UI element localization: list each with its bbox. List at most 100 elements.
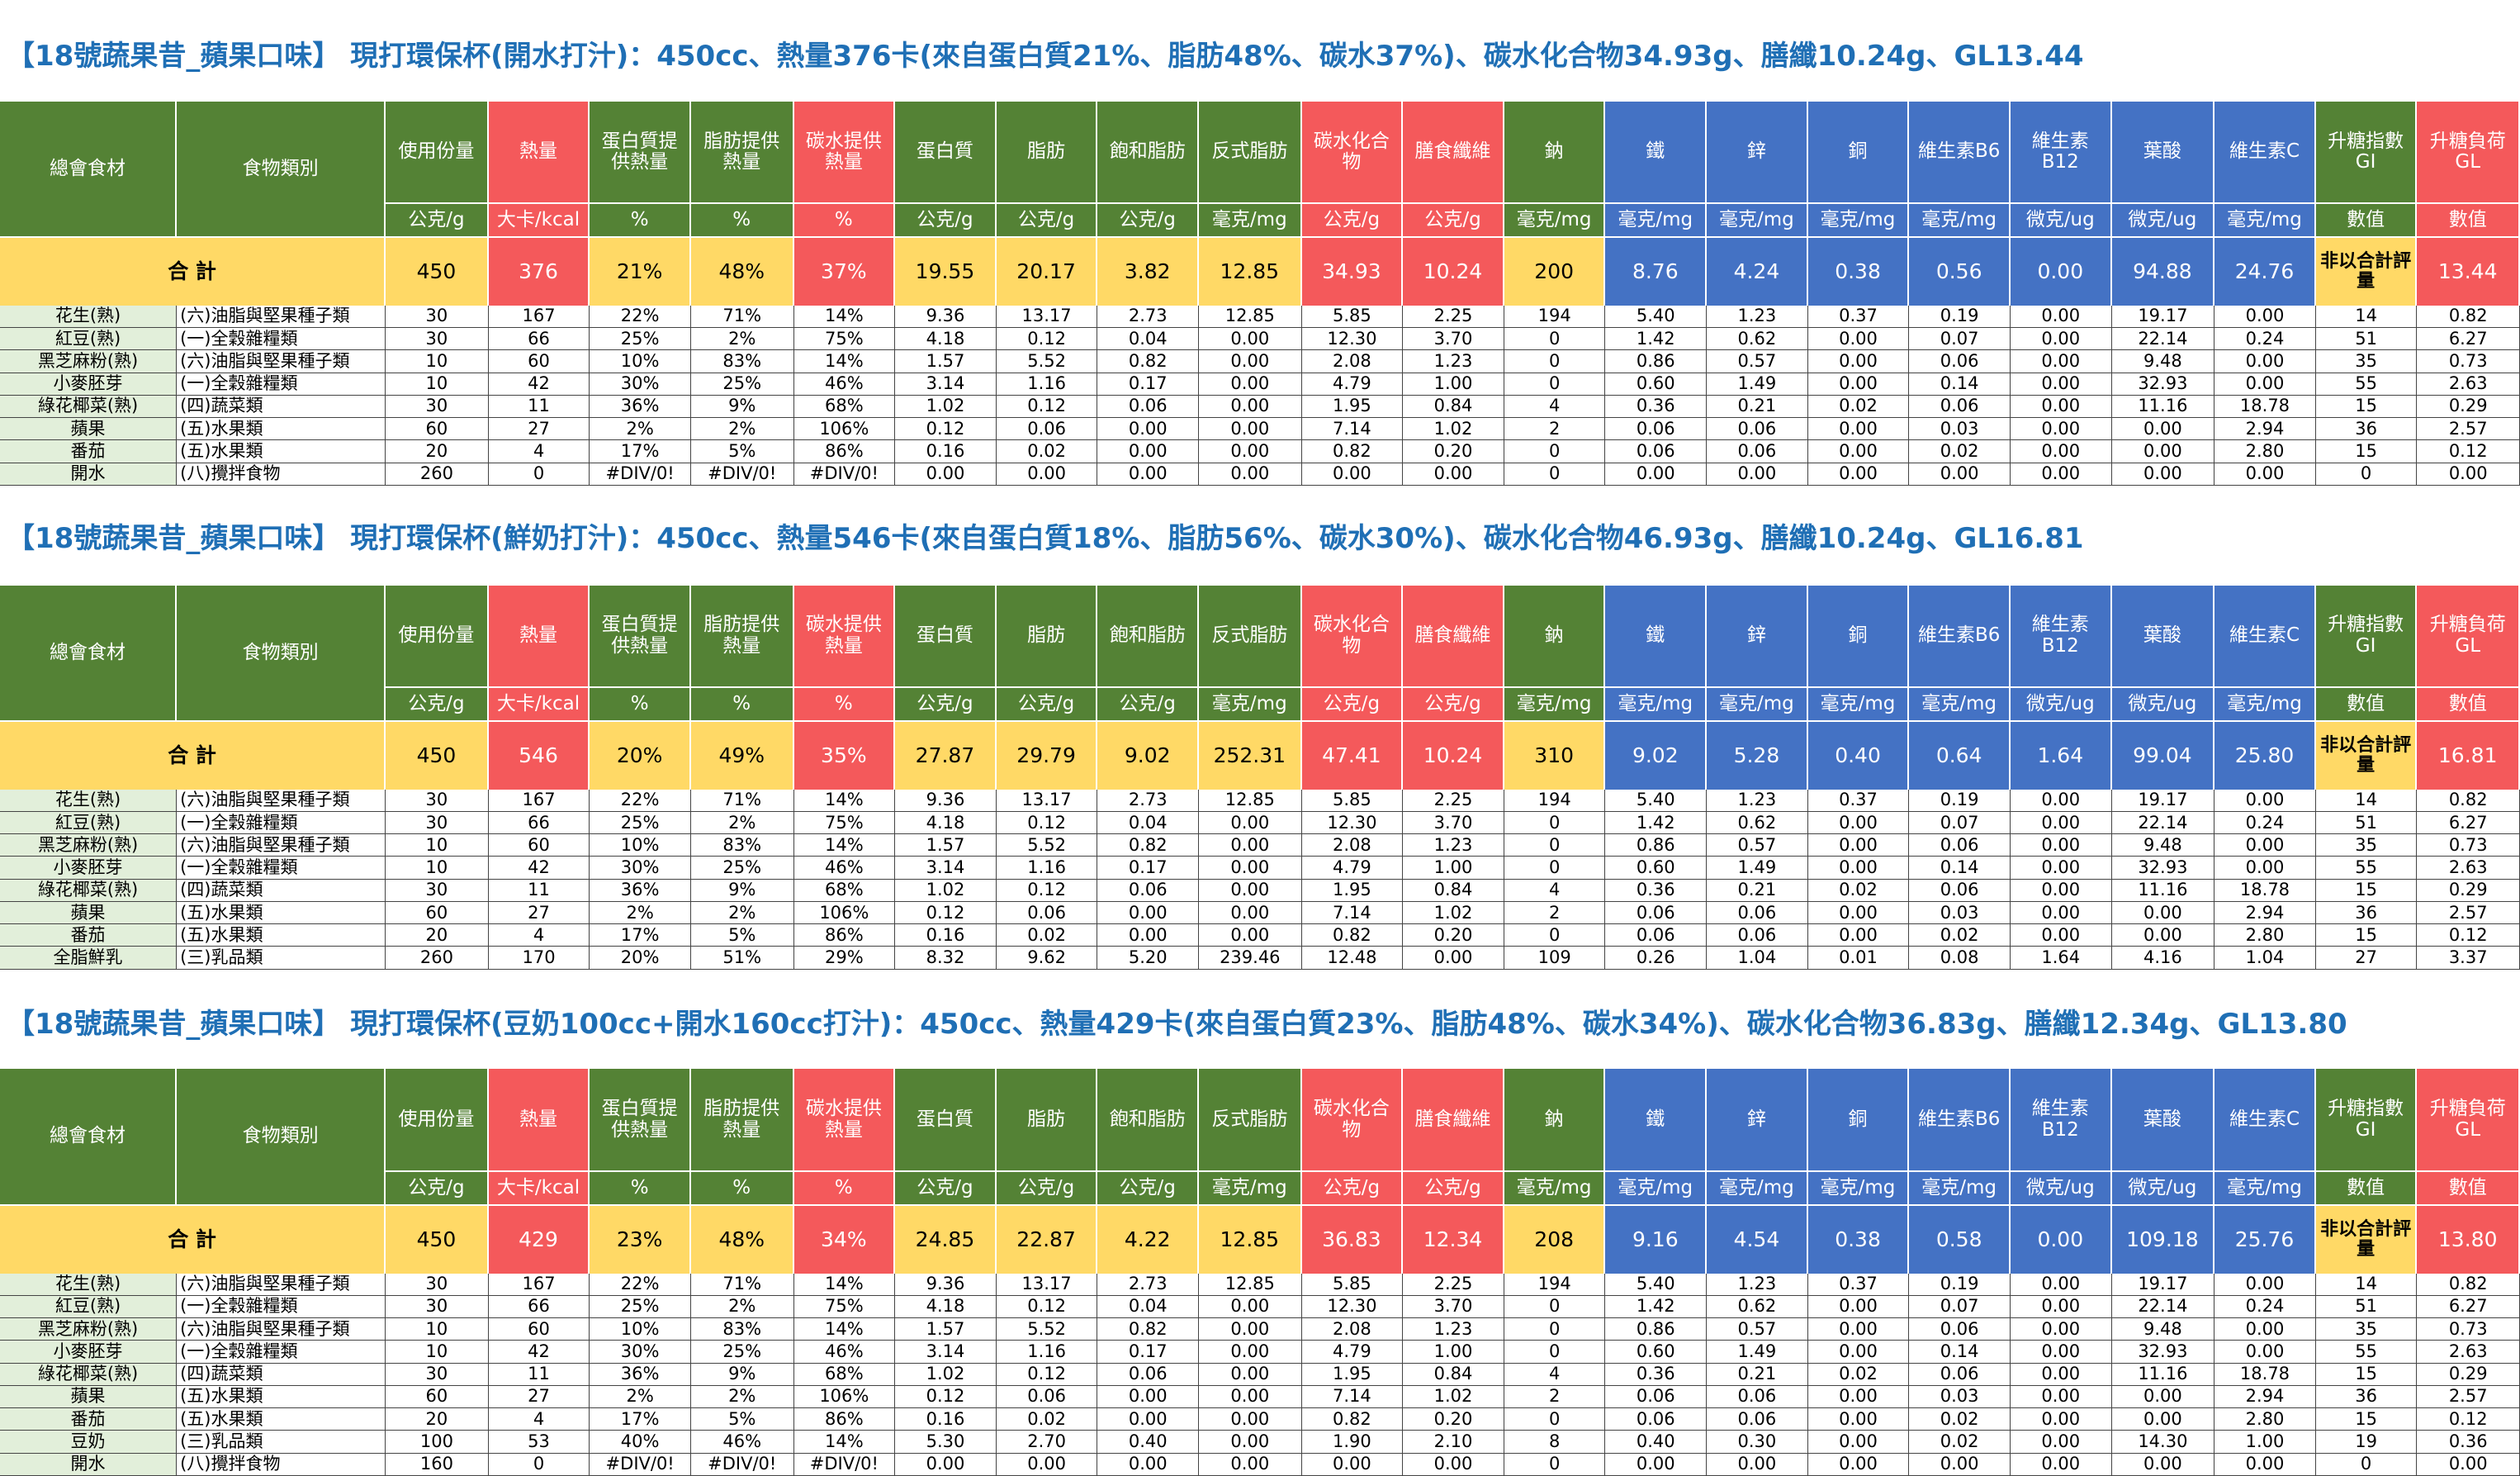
total-cell: 22.87 <box>996 1205 1098 1274</box>
data-cell: 0.00 <box>1807 1341 1910 1364</box>
header-cell: 飽和脂肪 <box>1097 585 1200 689</box>
data-cell: 2.25 <box>1403 1273 1504 1296</box>
data-cell: 0.82 <box>1301 1408 1404 1431</box>
data-cell: 0.82 <box>1097 1318 1200 1341</box>
data-cell: 0.12 <box>2417 1408 2520 1431</box>
data-cell: 0.00 <box>1097 901 1200 925</box>
data-cell: 12.85 <box>1199 305 1302 329</box>
total-cell: 35% <box>793 721 896 790</box>
data-cell: 167 <box>488 789 590 812</box>
unit-cell: 毫克/mg <box>1504 204 1606 239</box>
data-cell: 2.57 <box>2417 1385 2520 1409</box>
data-cell: 0.00 <box>2010 789 2112 812</box>
data-cell: 68% <box>793 395 896 419</box>
header-cell: 鈉 <box>1504 585 1606 689</box>
unit-cell: 毫克/mg <box>2214 688 2316 722</box>
total-cell: 450 <box>386 1205 489 1274</box>
data-cell: 36 <box>2315 418 2418 441</box>
data-cell: 3.70 <box>1403 811 1504 835</box>
data-cell: 0.17 <box>1097 857 1200 880</box>
data-cell: 9.48 <box>2111 834 2215 857</box>
data-cell: 167 <box>488 1273 590 1296</box>
data-cell: 2% <box>690 1295 794 1319</box>
data-cell: 2% <box>590 1385 691 1409</box>
data-cell: 11.16 <box>2111 395 2215 419</box>
data-cell: 10% <box>590 834 691 857</box>
data-cell: 0.00 <box>2010 901 2112 925</box>
data-cell: 0.00 <box>2010 328 2112 351</box>
unit-cell: 毫克/mg <box>1909 688 2011 722</box>
data-cell: #DIV/0! <box>793 1453 896 1476</box>
data-cell: 0.12 <box>996 1363 1098 1386</box>
data-cell: 19.17 <box>2111 305 2215 329</box>
unit-cell: 微克/ug <box>2111 204 2215 239</box>
data-cell: 32.93 <box>2111 373 2215 396</box>
header-cell: 碳水化合物 <box>1301 101 1404 205</box>
data-cell: 0.20 <box>1403 924 1504 947</box>
data-cell: 30 <box>386 811 489 835</box>
unit-cell: 公克/g <box>1403 1171 1504 1206</box>
data-cell: 106% <box>793 418 896 441</box>
data-cell: 0.00 <box>1707 463 1808 486</box>
header-cell: 碳水化合物 <box>1301 1069 1404 1172</box>
data-cell: 0.06 <box>1097 395 1200 419</box>
unit-cell: % <box>793 688 896 722</box>
total-cell: 21% <box>590 238 691 306</box>
unit-cell: % <box>793 204 896 239</box>
data-cell: 0.06 <box>1605 901 1708 925</box>
data-cell: 32.93 <box>2111 857 2215 880</box>
unit-cell: 毫克/mg <box>2214 1171 2316 1206</box>
data-cell: 0.00 <box>1807 328 1910 351</box>
data-cell: 68% <box>793 879 896 902</box>
data-cell: 3.14 <box>895 373 997 396</box>
unit-cell: 毫克/mg <box>1605 204 1708 239</box>
header-cell: 飽和脂肪 <box>1097 1069 1200 1172</box>
data-cell: 25% <box>690 373 794 396</box>
data-cell: 0.00 <box>1199 373 1302 396</box>
data-cell: 60 <box>488 834 590 857</box>
data-cell: 25% <box>590 811 691 835</box>
data-cell: 66 <box>488 1295 590 1319</box>
data-cell: 0.06 <box>1909 1318 2011 1341</box>
data-cell: 71% <box>690 305 794 329</box>
data-cell: 55 <box>2315 1341 2418 1364</box>
data-cell: 36% <box>590 879 691 902</box>
data-cell: (四)蔬菜類 <box>177 1363 386 1386</box>
data-cell: 0.40 <box>1097 1431 1200 1454</box>
data-cell: 0.00 <box>1199 1385 1302 1409</box>
data-cell: 0.00 <box>2010 1453 2112 1476</box>
total-cell: 12.85 <box>1199 238 1302 306</box>
data-cell: 12.85 <box>1199 789 1302 812</box>
data-cell: 0 <box>1504 1341 1606 1364</box>
data-cell: 0.20 <box>1403 1408 1504 1431</box>
unit-cell: 微克/ug <box>2010 204 2112 239</box>
data-cell: 71% <box>690 1273 794 1296</box>
data-cell: 170 <box>488 947 590 970</box>
data-cell: 1.57 <box>895 1318 997 1341</box>
data-cell: 1.00 <box>1403 1341 1504 1364</box>
unit-cell: % <box>690 204 794 239</box>
header-cell: 脂肪提供熱量 <box>690 585 794 689</box>
total-cell: 37% <box>793 238 896 306</box>
unit-cell: 公克/g <box>1403 204 1504 239</box>
data-cell: 19 <box>2315 1431 2418 1454</box>
data-cell: 30 <box>386 395 489 419</box>
unit-cell: % <box>690 1171 794 1206</box>
data-cell: 0.00 <box>1301 463 1404 486</box>
data-cell: 2 <box>1504 418 1606 441</box>
data-cell: 0.02 <box>1909 1431 2011 1454</box>
header-cell: 升糖指數GI <box>2315 585 2418 689</box>
unit-cell: % <box>590 1171 691 1206</box>
data-cell: 0 <box>488 1453 590 1476</box>
data-cell: 5.52 <box>996 1318 1098 1341</box>
unit-cell: 公克/g <box>895 204 997 239</box>
data-cell: 0.36 <box>1605 879 1708 902</box>
data-cell: 9% <box>690 879 794 902</box>
data-cell: 0.00 <box>1199 1318 1302 1341</box>
data-cell: 0 <box>1504 811 1606 835</box>
data-cell: 0.00 <box>1199 350 1302 373</box>
data-cell: 0.24 <box>2214 811 2316 835</box>
total-cell: 8.76 <box>1605 238 1708 306</box>
data-cell: 35 <box>2315 350 2418 373</box>
header-cell: 熱量 <box>488 101 590 205</box>
